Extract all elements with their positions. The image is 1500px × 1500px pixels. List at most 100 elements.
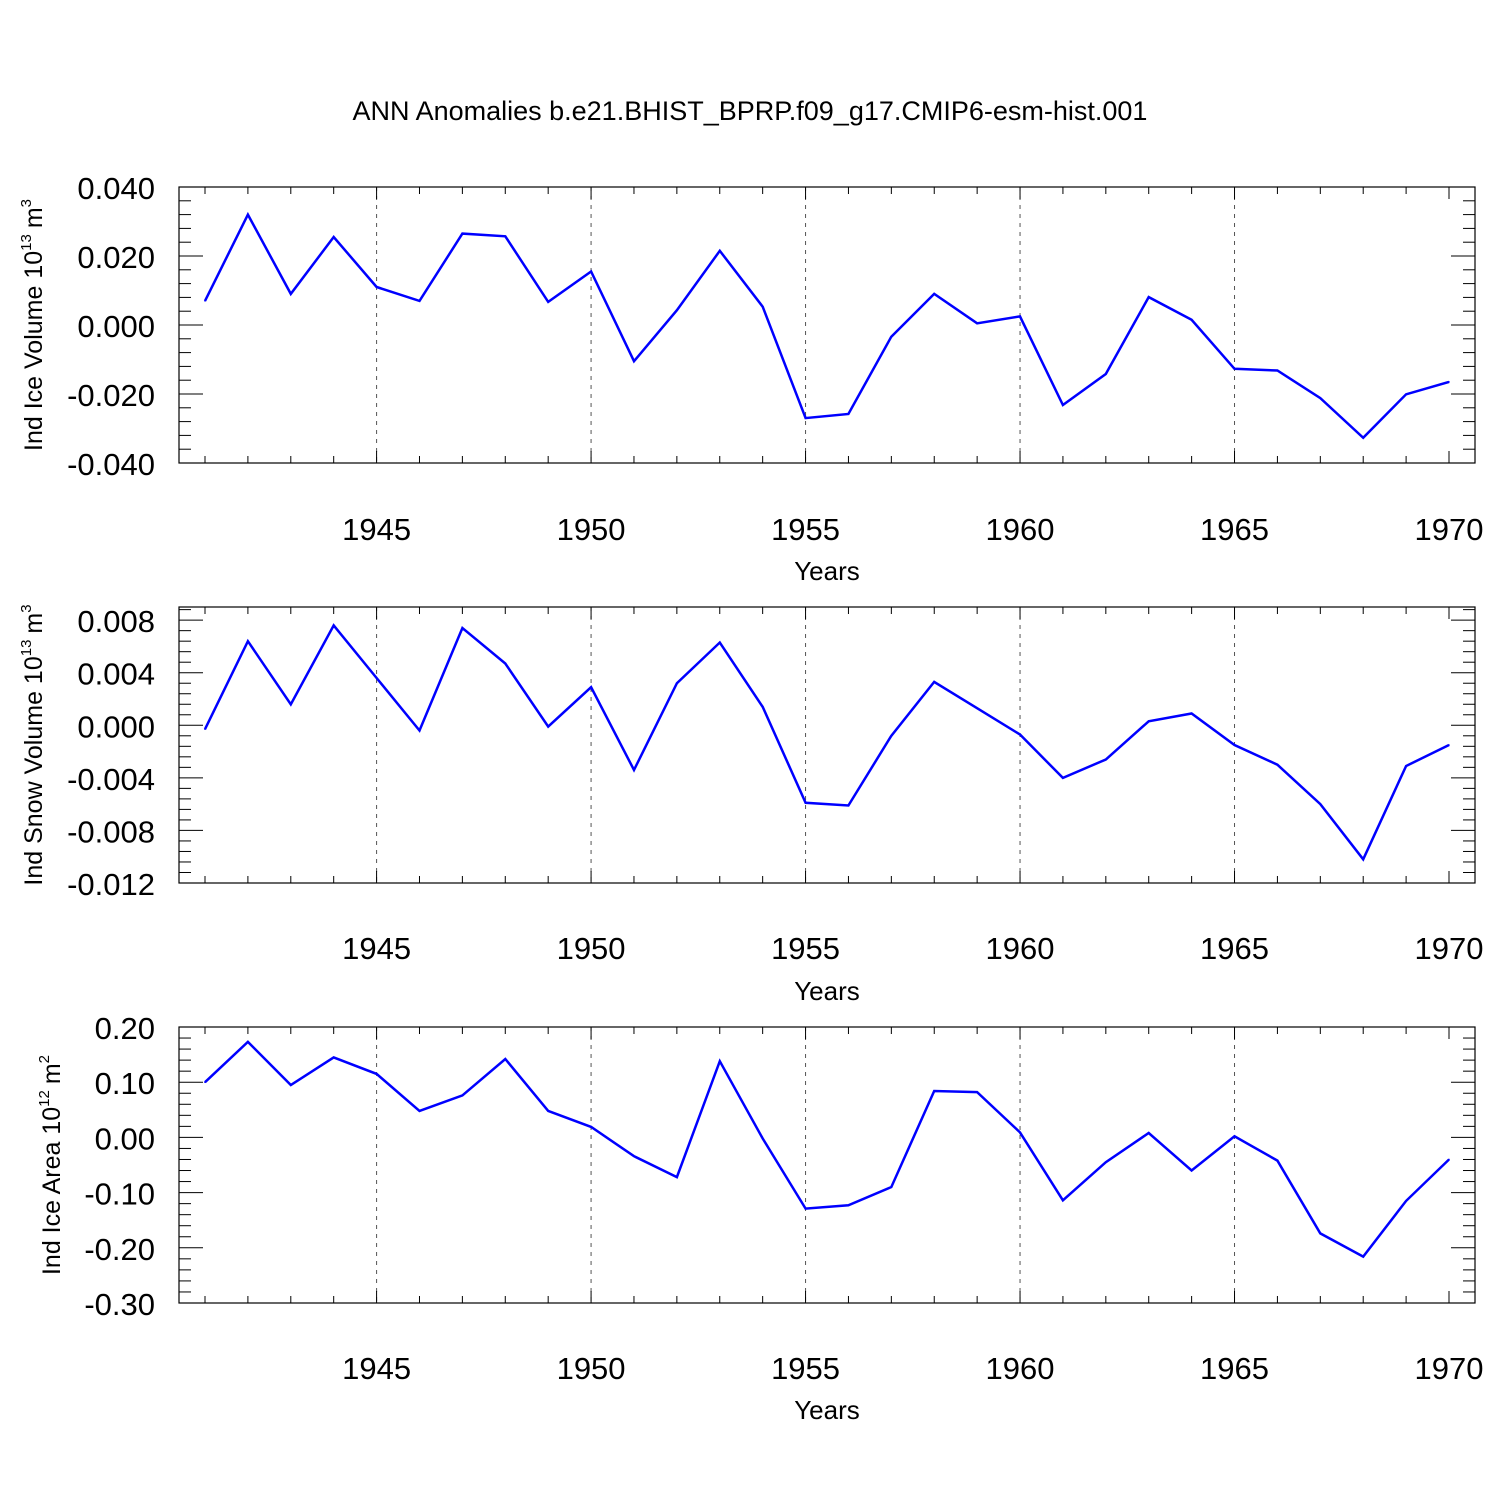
data-point: [1362, 1255, 1365, 1258]
data-point: [461, 232, 464, 235]
data-point: [976, 707, 978, 709]
y-tick-label: 0.00: [95, 1121, 155, 1156]
data-point: [933, 681, 936, 683]
y-tick-label: 0.20: [95, 1011, 155, 1046]
plot-frame: [178, 606, 1476, 884]
data-point: [718, 250, 721, 252]
data-point: [1062, 1199, 1064, 1202]
data-point: [633, 769, 635, 771]
data-point: [289, 293, 292, 295]
data-point: [1405, 393, 1407, 396]
data-point: [504, 1058, 507, 1060]
data-point: [247, 640, 249, 642]
data-point: [1448, 1158, 1450, 1161]
x-tick-label: 1950: [557, 512, 626, 547]
data-point: [718, 1060, 721, 1063]
y-tick-label: 0.020: [77, 240, 155, 275]
data-point: [633, 360, 635, 363]
data-point: [375, 286, 378, 288]
data-point: [1319, 1232, 1322, 1235]
x-tick-label: 1960: [986, 1351, 1055, 1386]
plot-frame: [178, 186, 1476, 464]
data-point: [1062, 777, 1064, 779]
y-tick-label: -0.20: [84, 1232, 155, 1267]
y-axis-title-text: Ind Ice Volume 10: [20, 251, 48, 451]
data-point: [547, 301, 549, 303]
series-line: [203, 211, 1450, 440]
y-axis-title-unit: m: [38, 1063, 66, 1084]
data-point: [1233, 744, 1236, 746]
data-point: [1147, 720, 1150, 723]
data-point: [1147, 1132, 1150, 1134]
data-point: [1019, 315, 1021, 318]
data-point: [1405, 765, 1407, 767]
x-axis-title: Years: [794, 556, 860, 586]
data-point: [1362, 858, 1365, 861]
x-tick-label: 1945: [342, 512, 411, 547]
data-point: [1233, 368, 1236, 370]
x-tick-label: 1970: [1415, 1351, 1484, 1386]
x-axis-title: Years: [794, 976, 860, 1006]
data-point: [1062, 404, 1064, 406]
series-line: [203, 623, 1450, 862]
data-point: [676, 682, 678, 685]
y-tick-label: -0.020: [67, 378, 155, 413]
data-point: [1448, 744, 1450, 746]
data-point: [1019, 733, 1021, 736]
data-point: [933, 1090, 936, 1092]
x-tick-label: 1970: [1415, 931, 1484, 966]
data-point: [761, 305, 764, 308]
y-tick-label: 0.000: [77, 309, 155, 344]
data-point: [504, 662, 507, 665]
data-point: [590, 686, 592, 688]
data-point: [247, 213, 249, 216]
x-axis-title: Years: [794, 1395, 860, 1425]
data-point: [1147, 296, 1150, 298]
data-point: [847, 1204, 850, 1207]
x-tick-label: 1945: [342, 931, 411, 966]
data-point: [976, 1091, 978, 1093]
y-tick-label: -0.004: [67, 762, 155, 797]
y-tick-label: 0.10: [95, 1066, 155, 1101]
x-tick-label: 1950: [557, 931, 626, 966]
data-point: [289, 1084, 292, 1086]
data-point: [976, 322, 978, 325]
data-point: [1233, 1135, 1236, 1138]
y-tick-label: -0.10: [84, 1177, 155, 1212]
data-point: [1105, 373, 1107, 375]
data-point: [1190, 1169, 1193, 1172]
y-tick-label: 0.000: [77, 709, 155, 744]
data-point: [1319, 803, 1322, 805]
data-point: [1105, 1161, 1107, 1164]
data-point: [1105, 758, 1107, 761]
data-point: [289, 703, 292, 706]
data-point: [847, 804, 850, 807]
y-axis-title-exponent: 12: [36, 1090, 53, 1107]
data-point: [590, 270, 592, 273]
x-tick-label: 1945: [342, 1351, 411, 1386]
x-tick-label: 1960: [986, 512, 1055, 547]
panel-3: -0.30 -0.20 -0.10 0.00 0.10 0.20 1945 1950 1955 1…: [36, 1011, 1483, 1425]
data-point: [718, 641, 721, 644]
data-point: [933, 293, 936, 295]
data-point: [676, 1176, 678, 1178]
y-tick-label: -0.040: [67, 447, 155, 482]
data-point: [247, 1041, 249, 1043]
data-point: [204, 1081, 206, 1083]
data-point: [633, 1155, 635, 1157]
y-axis-title-exponent: 13: [18, 640, 35, 657]
data-point: [461, 1094, 464, 1097]
data-point: [890, 1186, 893, 1188]
y-axis-title-unit-exponent: 3: [18, 199, 35, 207]
x-tick-label: 1955: [771, 512, 840, 547]
y-axis-title-unit-exponent: 3: [18, 604, 35, 612]
data-point: [204, 728, 206, 731]
series-line: [204, 1040, 1450, 1259]
data-point: [804, 1207, 807, 1210]
data-point: [804, 802, 807, 804]
x-tick-label: 1955: [771, 931, 840, 966]
panel-1: -0.040 -0.020 0.000 0.020 0.040 1945 1950 1955 1…: [18, 171, 1483, 586]
y-tick-label: -0.30: [84, 1287, 155, 1322]
x-tick-label: 1960: [986, 931, 1055, 966]
